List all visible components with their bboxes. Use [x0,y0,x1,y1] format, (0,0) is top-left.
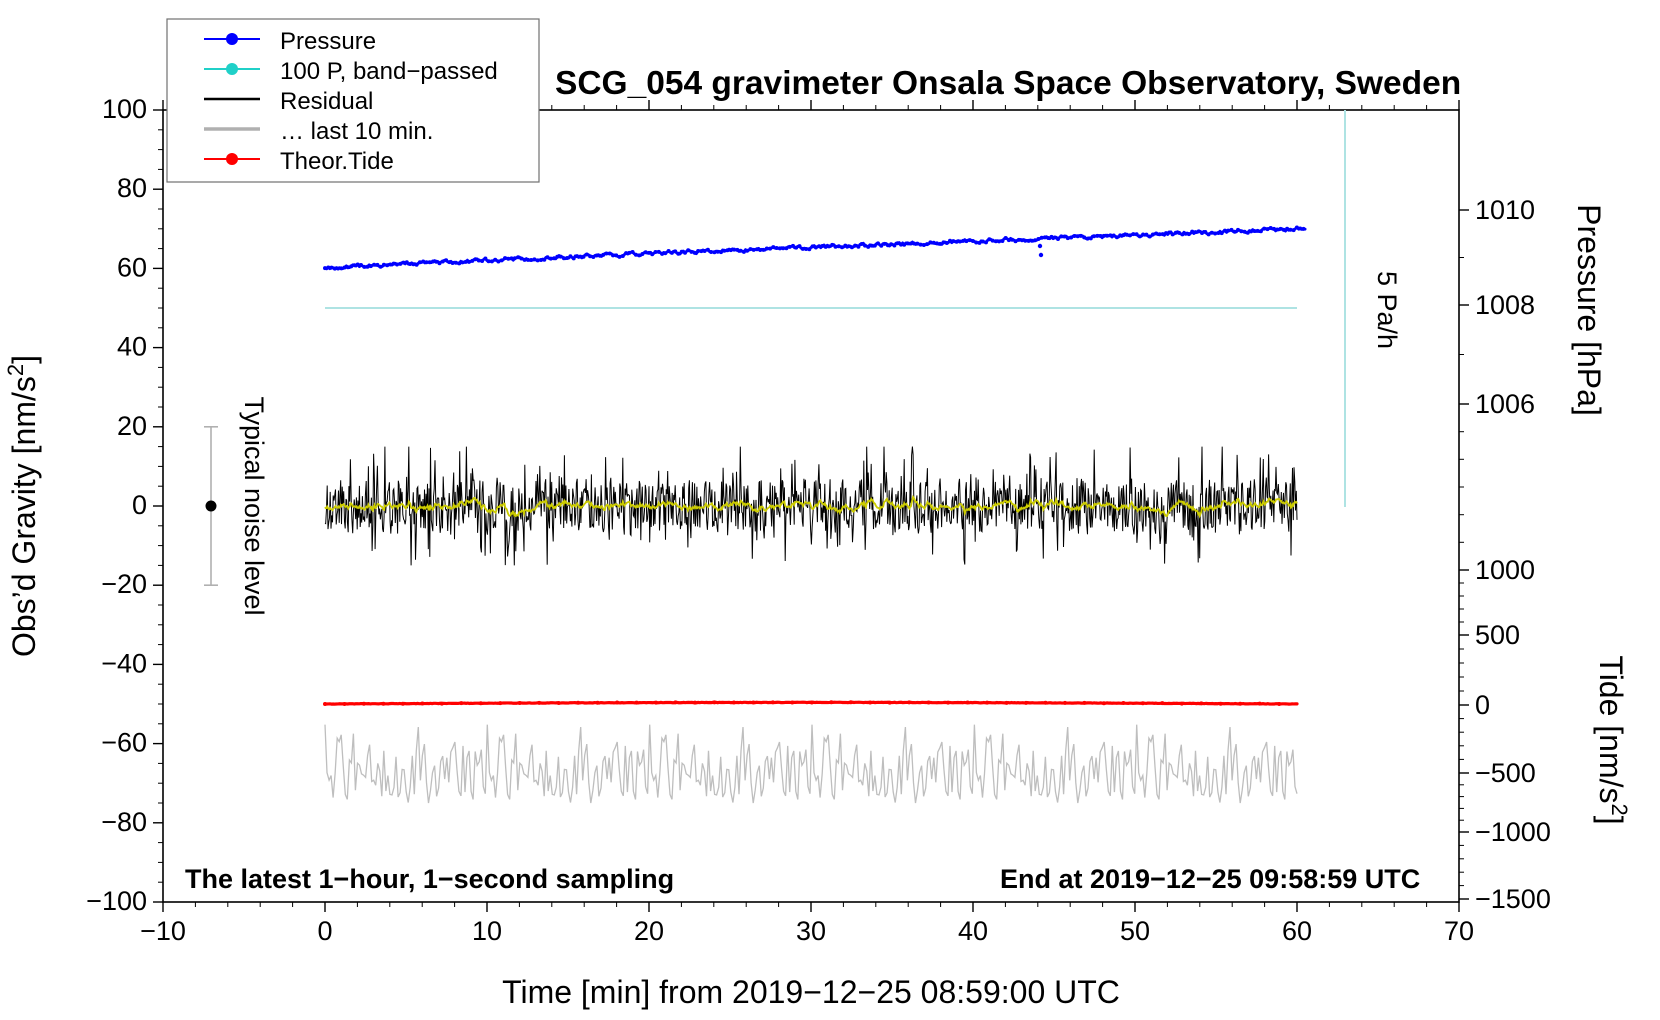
svg-text:10: 10 [472,916,502,946]
svg-text:100 P, band−passed: 100 P, band−passed [280,58,498,85]
svg-text:Obs’d Gravity [nm/s2]: Obs’d Gravity [nm/s2] [3,355,43,657]
svg-text:0: 0 [132,490,147,520]
svg-text:0: 0 [1475,690,1490,720]
svg-text:Pressure: Pressure [280,28,376,55]
svg-text:1008: 1008 [1475,290,1535,320]
svg-text:−1000: −1000 [1475,817,1551,847]
svg-text:−100: −100 [86,886,147,916]
svg-text:−40: −40 [101,648,147,678]
svg-text:40: 40 [958,916,988,946]
svg-text:50: 50 [1120,916,1150,946]
svg-text:1006: 1006 [1475,389,1535,419]
svg-text:End at 2019−12−25 09:58:59 UTC: End at 2019−12−25 09:58:59 UTC [1000,864,1420,894]
svg-text:80: 80 [117,173,147,203]
svg-text:The latest 1−hour, 1−second sa: The latest 1−hour, 1−second sampling [185,864,674,894]
svg-text:60: 60 [117,252,147,282]
svg-text:SCG_054 gravimeter Onsala Spac: SCG_054 gravimeter Onsala Space Observat… [555,65,1461,102]
svg-text:500: 500 [1475,620,1520,650]
svg-text:20: 20 [117,411,147,441]
svg-text:Typical noise level: Typical noise level [239,396,269,615]
svg-text:100: 100 [102,94,147,124]
svg-text:−1500: −1500 [1475,884,1551,914]
svg-text:5 Pa/h: 5 Pa/h [1372,271,1402,349]
svg-text:30: 30 [796,916,826,946]
svg-text:Pressure [hPa]: Pressure [hPa] [1571,204,1607,416]
svg-text:−500: −500 [1475,758,1536,788]
svg-text:70: 70 [1444,916,1474,946]
svg-text:−60: −60 [101,728,147,758]
svg-text:60: 60 [1282,916,1312,946]
svg-text:40: 40 [117,332,147,362]
svg-text:0: 0 [317,916,332,946]
svg-text:1010: 1010 [1475,195,1535,225]
svg-text:Tide [nm/s2]: Tide [nm/s2] [1593,655,1633,824]
svg-text:1000: 1000 [1475,555,1535,585]
svg-text:Time [min] from 2019−12−25 08:: Time [min] from 2019−12−25 08:59:00 UTC [502,974,1120,1010]
svg-text:−10: −10 [140,916,186,946]
svg-text:… last 10 min.: … last 10 min. [280,118,433,145]
svg-text:−80: −80 [101,807,147,837]
svg-text:−20: −20 [101,569,147,599]
svg-text:Residual: Residual [280,88,373,115]
svg-text:20: 20 [634,916,664,946]
svg-text:Theor.Tide: Theor.Tide [280,148,394,175]
